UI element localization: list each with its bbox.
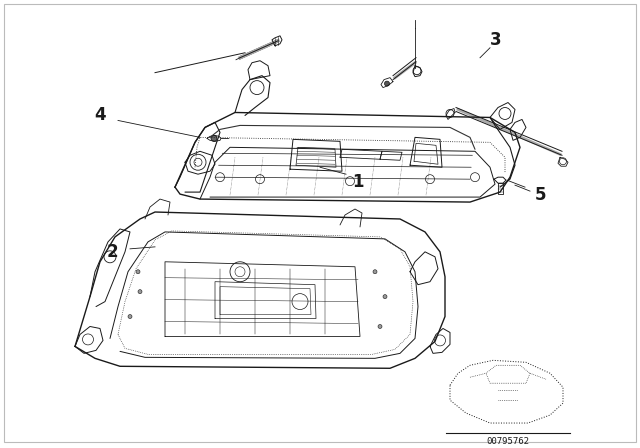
Circle shape bbox=[211, 135, 217, 141]
Circle shape bbox=[128, 314, 132, 319]
Circle shape bbox=[385, 81, 390, 86]
Text: 3: 3 bbox=[490, 31, 502, 49]
Circle shape bbox=[373, 270, 377, 274]
Text: 4: 4 bbox=[94, 107, 106, 125]
Circle shape bbox=[136, 270, 140, 274]
Text: 2: 2 bbox=[106, 243, 118, 261]
Text: 00795762: 00795762 bbox=[486, 437, 529, 446]
Circle shape bbox=[383, 295, 387, 299]
Text: 1: 1 bbox=[352, 173, 364, 191]
Text: 5: 5 bbox=[534, 186, 546, 204]
Circle shape bbox=[138, 290, 142, 293]
Circle shape bbox=[378, 324, 382, 328]
